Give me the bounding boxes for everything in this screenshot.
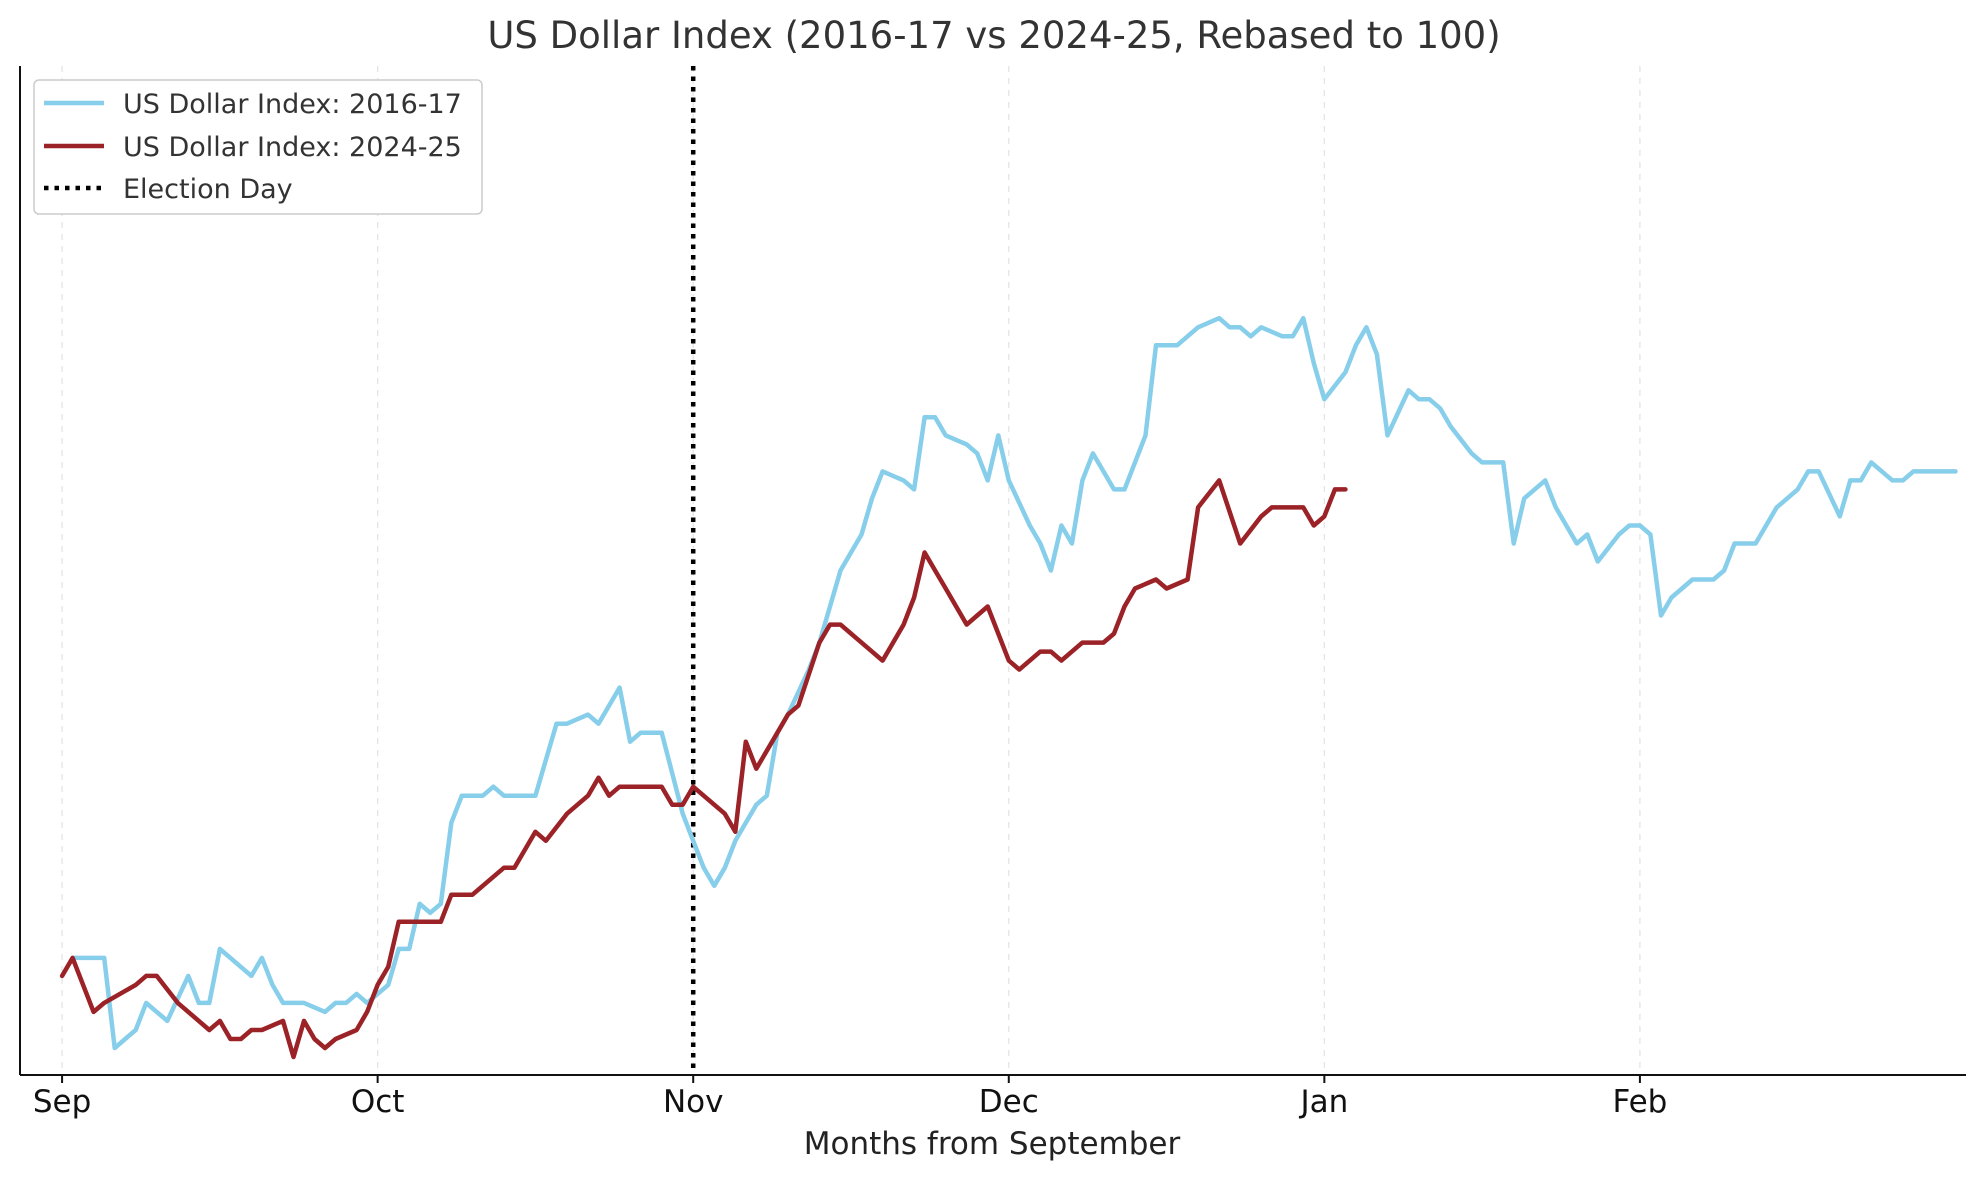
x-tick-label-3: Dec	[979, 1084, 1039, 1120]
chart-title: US Dollar Index (2016-17 vs 2024-25, Reb…	[487, 14, 1500, 57]
x-tick-label-5: Feb	[1612, 1084, 1667, 1120]
x-tick-label-4: Jan	[1298, 1084, 1348, 1120]
legend-label-2016-17: US Dollar Index: 2016-17	[123, 89, 462, 120]
plot-lines	[59, 315, 1958, 1060]
x-axis-label: Months from September	[804, 1126, 1181, 1162]
x-grid	[61, 66, 1641, 1075]
legend-label-election-day: Election Day	[123, 174, 293, 205]
legend-label-2024-25: US Dollar Index: 2024-25	[123, 132, 462, 163]
legend: US Dollar Index: 2016-17 US Dollar Index…	[33, 79, 483, 215]
axes	[19, 66, 1966, 1076]
legend-item-election-day: Election Day	[44, 174, 293, 205]
series-line-0	[70, 315, 1958, 1051]
x-tick-label-0: Sep	[33, 1084, 91, 1120]
x-tick-label-1: Oct	[351, 1084, 405, 1120]
legend-box	[33, 79, 483, 215]
legend-item-2024-25: US Dollar Index: 2024-25	[44, 132, 462, 163]
legend-item-2016-17: US Dollar Index: 2016-17	[44, 89, 462, 120]
series-line-1	[59, 478, 1348, 1060]
x-ticks: Sep Oct Nov Dec Jan Feb	[33, 1075, 1667, 1120]
x-tick-label-2: Nov	[663, 1084, 724, 1120]
